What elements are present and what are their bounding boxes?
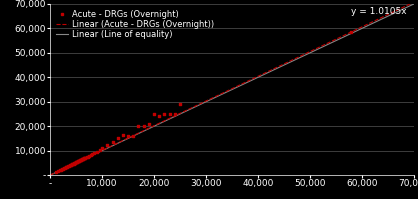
Point	[166, 112, 173, 116]
Point	[78, 158, 85, 161]
Point	[77, 159, 84, 162]
Point	[348, 30, 355, 34]
Point	[75, 159, 82, 163]
Point	[73, 161, 79, 164]
Text: y = 1.0105x: y = 1.0105x	[351, 7, 407, 16]
Point	[130, 134, 137, 137]
Point	[84, 155, 91, 158]
Point	[74, 160, 81, 163]
Point	[145, 122, 152, 125]
Point	[61, 166, 68, 169]
Point	[82, 156, 89, 159]
Point	[58, 168, 65, 171]
Point	[81, 157, 87, 160]
Legend: Acute - DRGs (Overnight), Linear (Acute - DRGs (Overnight)), Linear (Line of equ: Acute - DRGs (Overnight), Linear (Acute …	[54, 8, 216, 41]
Point	[94, 150, 100, 153]
Point	[88, 153, 95, 156]
Point	[65, 165, 72, 168]
Point	[177, 103, 184, 106]
Point	[140, 125, 147, 128]
Point	[73, 160, 80, 164]
Point	[87, 153, 94, 157]
Point	[69, 163, 75, 166]
Point	[72, 161, 79, 165]
Point	[79, 158, 86, 161]
Point	[161, 112, 168, 116]
Point	[63, 165, 70, 169]
Point	[76, 159, 83, 162]
Point	[74, 160, 81, 163]
Point	[56, 169, 63, 172]
Point	[151, 112, 158, 116]
Point	[156, 115, 163, 118]
Point	[120, 133, 126, 136]
Point	[104, 143, 111, 146]
Point	[70, 162, 77, 165]
Point	[53, 170, 60, 174]
Point	[62, 166, 69, 169]
Point	[57, 168, 64, 172]
Point	[71, 162, 77, 165]
Point	[71, 162, 78, 165]
Point	[82, 156, 88, 159]
Point	[66, 164, 73, 167]
Point	[99, 147, 105, 150]
Point	[171, 112, 178, 116]
Point	[72, 161, 79, 164]
Point	[96, 149, 103, 152]
Point	[80, 157, 87, 160]
Point	[125, 134, 131, 138]
Point	[76, 159, 83, 162]
Point	[61, 167, 68, 170]
Point	[60, 167, 66, 170]
Point	[86, 154, 92, 157]
Point	[135, 125, 142, 128]
Point	[83, 155, 90, 159]
Point	[75, 160, 82, 163]
Point	[55, 170, 61, 173]
Point	[79, 158, 85, 161]
Point	[81, 156, 88, 160]
Point	[67, 164, 74, 167]
Point	[64, 165, 71, 168]
Point	[70, 162, 76, 165]
Point	[115, 137, 121, 140]
Point	[77, 158, 84, 162]
Point	[68, 163, 74, 166]
Point	[68, 163, 75, 166]
Point	[69, 163, 76, 166]
Point	[91, 151, 98, 155]
Point	[79, 157, 86, 161]
Point	[109, 140, 116, 144]
